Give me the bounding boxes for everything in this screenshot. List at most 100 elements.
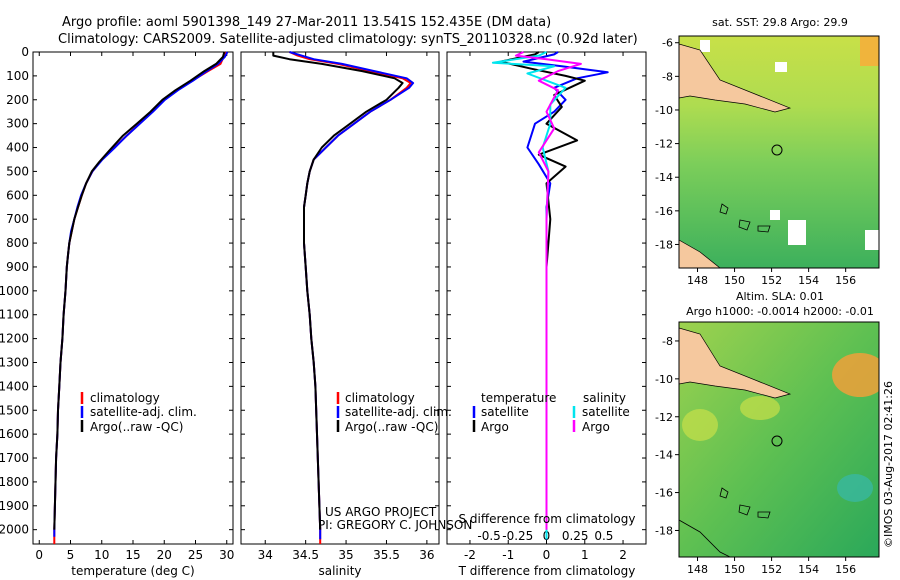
map-lon-label: 148 bbox=[687, 274, 708, 287]
depth-tick-label: 100 bbox=[6, 69, 29, 83]
map-lon-label: 154 bbox=[798, 274, 819, 287]
depth-tick-label: 1300 bbox=[0, 355, 29, 369]
sla-map-image bbox=[679, 322, 879, 557]
profile-line-temperature-satellite bbox=[522, 51, 609, 540]
salinity-axis-label: salinity bbox=[318, 564, 361, 578]
imos-timestamp: ©IMOS 03-Aug-2017 02:41:26 bbox=[882, 381, 895, 548]
sst-map-title: sat. SST: 29.8 Argo: 29.9 bbox=[712, 16, 848, 29]
map-lon-label: 152 bbox=[761, 274, 782, 287]
sst-missing-data bbox=[865, 230, 879, 250]
map-lat-label: -18 bbox=[655, 524, 673, 537]
profile-line-argo-raw-qc- bbox=[53, 51, 226, 530]
s-tick-label: -0.5 bbox=[477, 529, 500, 543]
sla-patch bbox=[682, 409, 718, 441]
x-tick-label: 15 bbox=[125, 548, 140, 562]
x-tick-label: 0 bbox=[35, 548, 43, 562]
sst-map-frame bbox=[678, 35, 880, 269]
sst-missing-data bbox=[775, 62, 787, 72]
argo-position-marker bbox=[771, 144, 783, 156]
legend-temperature-title: temperature bbox=[481, 391, 556, 405]
sla-map-title-1: Altim. SLA: 0.01 bbox=[736, 290, 824, 303]
s-tick-label: 0.5 bbox=[594, 529, 613, 543]
sla-low-patch bbox=[837, 474, 873, 502]
profile-line-climatology bbox=[53, 51, 227, 544]
profile-line-salinity-satellite bbox=[491, 51, 567, 540]
profile-line-salinity-argo bbox=[514, 51, 582, 530]
sst-map-image bbox=[679, 36, 879, 268]
depth-tick-label: 1900 bbox=[0, 499, 29, 513]
map-lon-label: 154 bbox=[798, 563, 819, 576]
australia-coast bbox=[679, 519, 731, 557]
salinity-legend: climatology satellite-adj. clim. Argo(..… bbox=[336, 391, 452, 434]
map-lon-label: 156 bbox=[835, 274, 856, 287]
legend-climatology: climatology bbox=[90, 391, 160, 405]
salinity-panel-frame bbox=[240, 51, 440, 545]
x-tick-label: 25 bbox=[188, 548, 203, 562]
depth-tick-label: 400 bbox=[6, 141, 29, 155]
map-lat-label: -12 bbox=[655, 138, 673, 151]
x-tick-label: 5 bbox=[67, 548, 75, 562]
louisiade-islands bbox=[719, 203, 771, 233]
argo-position-marker bbox=[771, 435, 783, 447]
depth-tick-label: 0 bbox=[21, 45, 29, 59]
map-lon-label: 156 bbox=[835, 563, 856, 576]
sla-map-axes: 148 150 152 154 156 -8 -10 -12 -14 -16 -18 bbox=[655, 335, 856, 576]
map-lat-label: -6 bbox=[662, 37, 673, 50]
map-lat-label: -14 bbox=[655, 449, 673, 462]
sla-map-frame bbox=[678, 321, 880, 558]
legend-t-satellite: satellite bbox=[481, 405, 529, 419]
depth-tick-label: 1800 bbox=[0, 475, 29, 489]
legend-climatology: climatology bbox=[345, 391, 415, 405]
depth-tick-label: 1500 bbox=[0, 403, 29, 417]
axis-ticks: 0 5 10 15 20 25 300100200300400500600700800900… bbox=[0, 45, 646, 562]
x-tick-label: 36 bbox=[419, 548, 434, 562]
map-lat-label: -16 bbox=[655, 205, 673, 218]
depth-tick-label: 1400 bbox=[0, 379, 29, 393]
x-tick-label: 20 bbox=[157, 548, 172, 562]
map-lon-label: 150 bbox=[724, 274, 745, 287]
australia-land bbox=[679, 239, 721, 268]
legend-s-satellite: satellite bbox=[582, 405, 630, 419]
map-lat-label: -12 bbox=[655, 411, 673, 424]
legend-satellite: satellite-adj. clim. bbox=[90, 405, 197, 419]
map-lat-label: -16 bbox=[655, 487, 673, 500]
depth-tick-label: 500 bbox=[6, 164, 29, 178]
profile-line-satellite-adj-clim- bbox=[53, 51, 229, 537]
map-lon-label: 150 bbox=[724, 563, 745, 576]
temperature-legend: climatology satellite-adj. clim. Argo(..… bbox=[80, 391, 197, 434]
profile-line-temperature-argo bbox=[499, 51, 586, 530]
map-lat-label: -18 bbox=[655, 238, 673, 251]
sst-missing-data bbox=[788, 220, 806, 245]
map-lat-label: -8 bbox=[662, 335, 673, 348]
legend-satellite: satellite-adj. clim. bbox=[345, 405, 452, 419]
legend-salinity-title: salinity bbox=[583, 391, 626, 405]
x-tick-label: -1 bbox=[502, 548, 514, 562]
profile-lines bbox=[53, 51, 609, 544]
depth-tick-label: 700 bbox=[6, 212, 29, 226]
sst-map-axes: 148 150 152 154 156 -6 -8 -10 -12 -14 -16 -18 bbox=[655, 37, 856, 287]
header-line-1: Argo profile: aoml 5901398_149 27-Mar-20… bbox=[62, 15, 551, 30]
map-lat-label: -14 bbox=[655, 171, 673, 184]
legend-argo: Argo(..raw -QC) bbox=[345, 420, 438, 434]
x-tick-label: 34 bbox=[258, 548, 273, 562]
new-guinea-land bbox=[679, 327, 792, 399]
map-lat-label: -8 bbox=[662, 70, 673, 83]
x-tick-label: 34.5 bbox=[292, 548, 319, 562]
legend-t-argo: Argo bbox=[481, 420, 509, 434]
x-tick-label: 2 bbox=[619, 548, 627, 562]
depth-tick-label: 600 bbox=[6, 188, 29, 202]
depth-tick-label: 800 bbox=[6, 236, 29, 250]
depth-tick-label: 2000 bbox=[0, 523, 29, 537]
map-lat-label: -10 bbox=[655, 104, 673, 117]
sst-missing-data bbox=[700, 40, 710, 52]
map-lon-label: 152 bbox=[761, 563, 782, 576]
x-tick-label: 10 bbox=[94, 548, 109, 562]
sla-map-title-2: Argo h1000: -0.0014 h2000: -0.01 bbox=[686, 305, 874, 318]
x-tick-label: 1 bbox=[581, 548, 589, 562]
new-guinea-land bbox=[679, 43, 792, 113]
header-line-2: Climatology: CARS2009. Satellite-adjuste… bbox=[58, 32, 638, 47]
legend-s-argo: Argo bbox=[582, 420, 610, 434]
depth-tick-label: 200 bbox=[6, 93, 29, 107]
